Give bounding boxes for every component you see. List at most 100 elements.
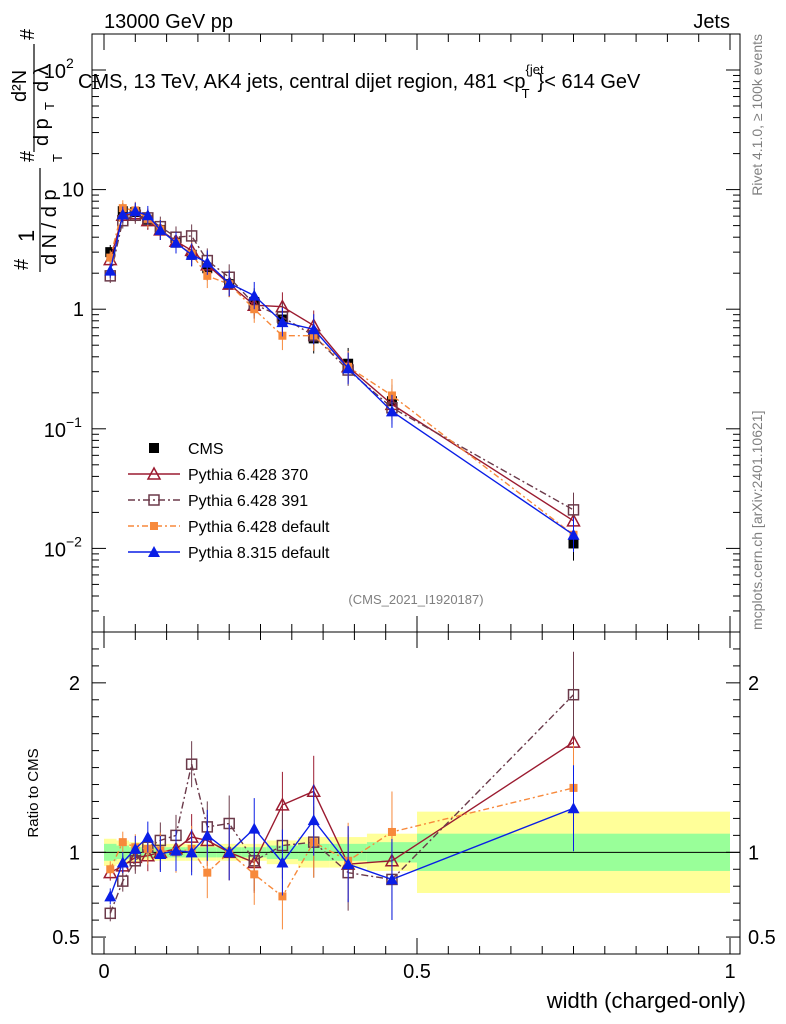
main-y-tick-label: 10: [44, 61, 66, 83]
point-p8: [385, 405, 398, 417]
mcplots-label: mcplots.cern.ch [arXiv:2401.10621]: [749, 411, 765, 630]
point-pdef: [203, 271, 212, 280]
point-p8: [223, 277, 236, 289]
ratio-y-tick-label: 1: [69, 842, 80, 864]
ratio-point-p8: [141, 831, 154, 843]
ylabel-T: T: [50, 154, 65, 162]
ratio-point-p8: [385, 873, 398, 885]
point-p8: [116, 208, 129, 220]
ratio-y-tick-label: 0.5: [52, 927, 80, 949]
point-p8: [201, 256, 214, 268]
ratio-point-pdef: [387, 827, 396, 836]
ratio-y-tick-label-right: 1: [748, 842, 759, 864]
legend-label-cms: CMS: [188, 441, 224, 458]
ratio-point-p391: [567, 688, 580, 701]
ylabel-d2N: d²N: [9, 70, 31, 102]
ratio-point-pdef: [203, 868, 212, 877]
legend-marker-pdef: [150, 522, 158, 530]
series-line-p370: [109, 212, 574, 522]
ratio-point-p8: [104, 890, 117, 902]
ratio-y-tick-label-right: 2: [748, 673, 759, 695]
legend: CMS Pythia 6.428 370 Pythia 6.428 391 Pythi…: [128, 441, 330, 562]
ratio-y-tick-label-right: 0.5: [748, 927, 776, 949]
ratio-point-p8: [201, 829, 214, 841]
main-y-tick-label: 1: [73, 299, 84, 321]
legend-label-pdef: Pythia 6.428 default: [188, 519, 330, 536]
main-y-tick-exponent: −1: [66, 414, 82, 430]
ylabel-dp: d p: [31, 118, 53, 146]
legend-label-p8: Pythia 8.315 default: [188, 545, 330, 562]
point-p8: [129, 205, 142, 217]
ratio-point-p8: [169, 844, 182, 856]
legend-label-p370: Pythia 6.428 370: [188, 467, 308, 484]
point-p8: [185, 248, 198, 260]
point-p8: [342, 362, 355, 374]
ratio-point-p8: [307, 814, 320, 826]
ratio-point-p391: [117, 875, 129, 887]
ratio-point-p8: [116, 856, 129, 868]
ylabel-hash2: #: [17, 150, 39, 162]
series-line-p8: [109, 210, 574, 536]
legend-marker-p8: [148, 546, 160, 557]
main-y-tick-exponent: 2: [66, 55, 74, 71]
main-frame: [91, 33, 741, 633]
point-p8: [307, 323, 320, 335]
ratio-point-p8: [185, 846, 198, 858]
legend-marker-cms: [149, 443, 159, 453]
ylabel-dl: d λ: [31, 65, 53, 92]
point-p8: [276, 316, 289, 328]
ratio-y-tick-label: 2: [69, 673, 80, 695]
point-p8: [248, 289, 261, 301]
plot-title-sub: T: [522, 86, 530, 101]
point-pdef: [106, 253, 115, 262]
point-p8: [141, 209, 154, 221]
header-right: Jets: [693, 11, 730, 33]
x-tick-label: 0: [98, 961, 109, 983]
header-left: 13000 GeV pp: [104, 11, 233, 33]
point-p8: [169, 236, 182, 248]
point-p391: [185, 230, 198, 242]
point-p8: [104, 264, 117, 276]
main-series: [102, 200, 581, 561]
ratio-point-p8: [248, 822, 261, 834]
ylabel-hash1: #: [11, 258, 33, 270]
point-p8: [567, 528, 580, 540]
point-p391: [567, 504, 580, 516]
ylabel-one: 1: [14, 230, 39, 242]
ylabel-hash3: #: [17, 28, 39, 40]
x-axis-label: width (charged-only): [546, 988, 746, 1013]
ylabel-T2: T: [42, 102, 57, 110]
legend-label-p391: Pythia 6.428 391: [188, 493, 308, 510]
ratio-point-p8: [276, 856, 289, 868]
main-y-tick-label: 10: [44, 539, 66, 561]
ratio-point-p8: [223, 846, 236, 858]
ratio-point-pdef: [106, 865, 115, 874]
plot-title-main: CMS, 13 TeV, AK4 jets, central dijet reg…: [78, 71, 526, 93]
ratio-point-p8: [154, 848, 167, 860]
rivet-label: Rivet 4.1.0, ≥ 100k events: [749, 34, 765, 196]
point-p8: [154, 223, 167, 235]
legend-marker-p370: [146, 466, 162, 480]
ratio-point-pdef: [250, 870, 259, 879]
x-tick-label: 1: [724, 961, 735, 983]
plot-title: CMS, 13 TeV, AK4 jets, central dijet reg…: [78, 62, 641, 101]
ratio-point-pdef: [278, 892, 287, 901]
axis-ticks: [92, 33, 740, 954]
analysis-watermark: (CMS_2021_I1920187): [348, 592, 483, 607]
main-y-tick-label: 10: [44, 420, 66, 442]
ratio-point-p391: [185, 758, 198, 770]
ratio-point-p370: [275, 797, 290, 811]
ratio-point-p8: [342, 858, 355, 870]
plot-title-tail: }< 614 GeV: [538, 71, 642, 93]
legend-marker-p391: [148, 494, 160, 506]
ratio-point-pdef: [118, 838, 127, 847]
ratio-point-p391: [104, 907, 117, 920]
ratio-series: [102, 651, 581, 930]
main-y-tick-exponent: −2: [66, 533, 82, 549]
ratio-point-p8: [129, 842, 142, 854]
main-ylabel: # 1 d N / d p T # d²N d p T d λ #: [9, 28, 65, 272]
ratio-frame: [91, 631, 741, 955]
plot-title-sup: {jet: [526, 62, 544, 77]
